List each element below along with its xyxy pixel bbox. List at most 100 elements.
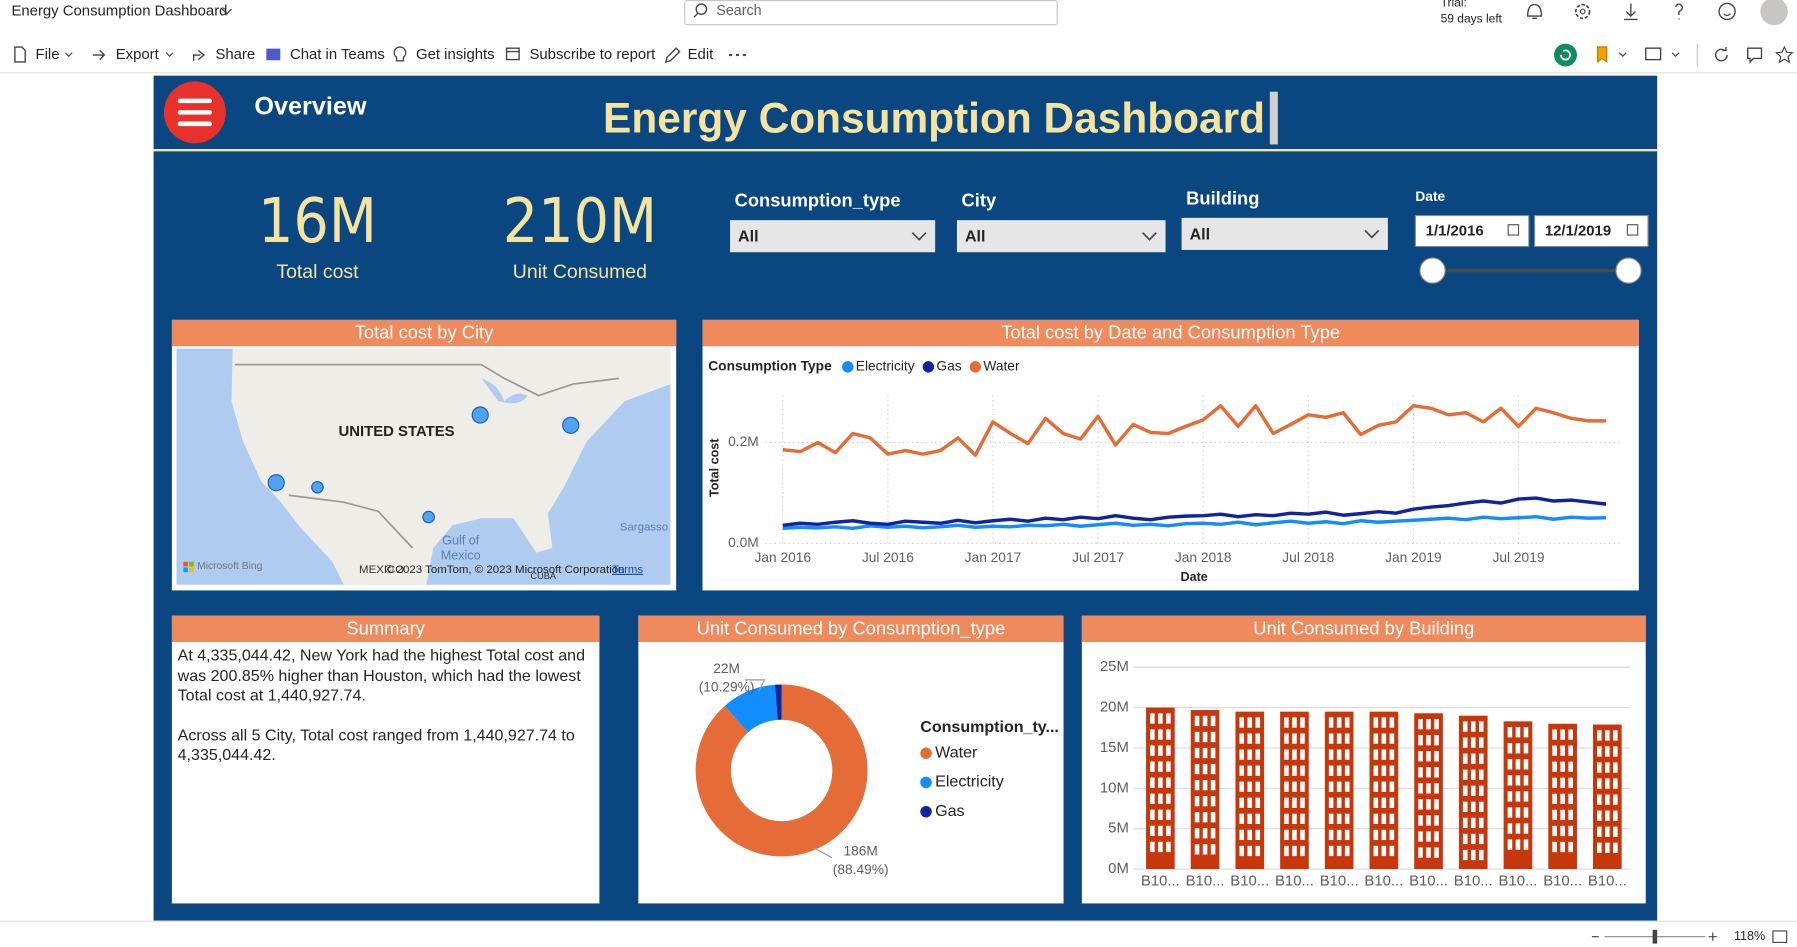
- bar-window: [1568, 729, 1573, 740]
- visual-title: Total cost by Date and Consumption Type: [1001, 321, 1340, 342]
- bar-window: [1552, 761, 1557, 772]
- bar-window: [1150, 713, 1155, 724]
- bar-window: [1255, 717, 1261, 728]
- bar-window: [1210, 844, 1216, 855]
- legend-item[interactable]: Gas: [922, 359, 962, 374]
- slicer-dropdown[interactable]: All: [956, 220, 1166, 253]
- bar-window: [1515, 823, 1521, 834]
- donut-slice[interactable]: [724, 684, 778, 733]
- y-tick-label: 25M: [1100, 659, 1129, 675]
- city-bubble[interactable]: [311, 480, 324, 494]
- toolbar-label: Share: [215, 47, 255, 63]
- bar-window: [1613, 730, 1618, 741]
- legend-label: Gas: [935, 802, 964, 820]
- legend-item[interactable]: Electricity: [920, 773, 1004, 791]
- bar-window: [1247, 749, 1253, 760]
- visual-header: [1081, 615, 1646, 643]
- bar-window: [1328, 749, 1334, 760]
- bell: [1526, 3, 1543, 20]
- x-tick-label: B10...: [1320, 874, 1359, 890]
- dropdown-box: [730, 220, 936, 253]
- toolbar-button[interactable]: Edit: [664, 47, 714, 63]
- legend-item[interactable]: Water: [969, 359, 1020, 374]
- toolbar-label: Export: [116, 47, 160, 63]
- search-box[interactable]: [684, 0, 1058, 26]
- gear: [1575, 3, 1591, 20]
- series-line: [782, 515, 1607, 531]
- legend-item[interactable]: Gas: [920, 802, 965, 820]
- donut-slice[interactable]: [775, 684, 782, 720]
- toolbar-button[interactable]: Export: [92, 47, 174, 63]
- y-tick-label: 10M: [1100, 780, 1129, 796]
- bar-window: [1255, 797, 1261, 808]
- legend-item[interactable]: Water: [920, 743, 978, 761]
- favorite-icon[interactable]: [1774, 45, 1794, 64]
- slicer-dropdown[interactable]: All: [1181, 217, 1388, 250]
- toolbar-button[interactable]: Subscribe to report: [505, 47, 657, 63]
- refresh-glyph: [1560, 49, 1571, 61]
- bar-window: [1210, 812, 1216, 823]
- bar-window: [1515, 791, 1521, 802]
- search-icon: [693, 12, 699, 18]
- bar-window: [1605, 730, 1610, 741]
- dropdown-value: All: [965, 228, 985, 246]
- reload-icon[interactable]: [1714, 47, 1728, 62]
- nav-label[interactable]: Overview: [254, 92, 366, 120]
- bar-window: [1202, 715, 1208, 727]
- slicer-dropdown[interactable]: All: [730, 220, 936, 253]
- fit-page-icon[interactable]: [1772, 930, 1788, 943]
- date-input[interactable]: 12/1/2019: [1533, 214, 1649, 248]
- bar-window: [1158, 729, 1163, 740]
- refresh-badge[interactable]: [1554, 43, 1577, 67]
- toolbar-button[interactable]: File: [14, 46, 73, 63]
- map-label: CUBA: [531, 571, 557, 581]
- date-slider-handle[interactable]: [1615, 257, 1642, 284]
- date-slider-handle[interactable]: [1419, 257, 1446, 284]
- comment-icon[interactable]: [1747, 47, 1763, 64]
- donut-slice[interactable]: [695, 684, 868, 857]
- city-bubble[interactable]: [267, 474, 285, 492]
- view-icon[interactable]: [1645, 47, 1662, 61]
- help-icon[interactable]: [1674, 3, 1684, 20]
- bar-window: [1560, 793, 1565, 805]
- bar-window: [1523, 727, 1529, 738]
- date-input[interactable]: 1/1/2016: [1414, 214, 1530, 248]
- zoom-in[interactable]: [1708, 932, 1717, 941]
- bar-window: [1515, 759, 1521, 770]
- toolbar-button[interactable]: Share: [192, 47, 256, 63]
- map-terms[interactable]: Terms: [612, 564, 643, 576]
- bar-window: [1344, 733, 1350, 744]
- city-bubble[interactable]: [422, 510, 435, 524]
- legend-item[interactable]: Electricity: [842, 359, 915, 374]
- gear: [1579, 8, 1586, 15]
- toolbar-icon: [14, 46, 26, 63]
- bookmark-icon[interactable]: [1597, 46, 1608, 64]
- bar-window: [1470, 849, 1476, 861]
- settings-icon[interactable]: [1575, 3, 1591, 20]
- nav-button[interactable]: [163, 81, 226, 144]
- notifications-icon[interactable]: [1526, 3, 1543, 20]
- x-tick-label: B10...: [1230, 874, 1269, 890]
- legend-label: Electricity: [935, 773, 1004, 791]
- avatar[interactable]: [1760, 0, 1788, 26]
- zoom-thumb[interactable]: [1652, 929, 1658, 944]
- bar-window: [1605, 810, 1610, 821]
- bar-window: [1292, 813, 1297, 825]
- city-bubble[interactable]: [471, 406, 489, 424]
- bar-window: [1560, 729, 1565, 740]
- bar-window: [1523, 775, 1529, 786]
- toolbar-button[interactable]: Get insights: [393, 46, 495, 63]
- toolbar-button[interactable]: Chat in Teams: [266, 47, 385, 63]
- x-tick-label: B10...: [1141, 874, 1180, 890]
- visual-header: [171, 319, 677, 347]
- calendar-icon: [1507, 224, 1520, 236]
- bar-window: [1194, 812, 1200, 823]
- bar-window: [1507, 791, 1513, 802]
- feedback-icon[interactable]: [1718, 2, 1736, 21]
- download-icon[interactable]: [1623, 3, 1638, 21]
- text-cursor: [1269, 91, 1278, 145]
- bar-window: [1597, 826, 1602, 837]
- bar-window: [1462, 721, 1468, 732]
- toolbar: [0, 34, 1797, 74]
- city-bubble[interactable]: [562, 416, 580, 434]
